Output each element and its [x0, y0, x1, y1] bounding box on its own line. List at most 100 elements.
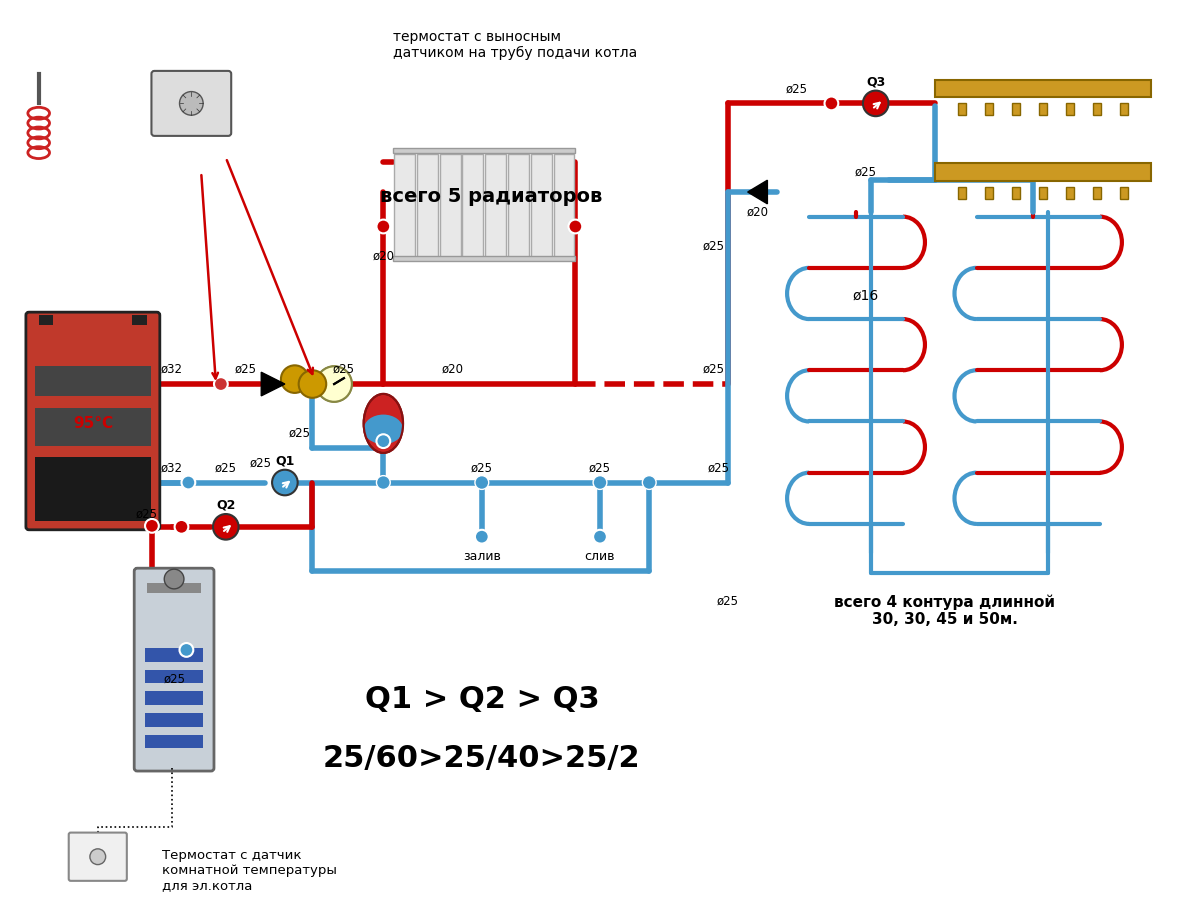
- Circle shape: [475, 475, 489, 490]
- Bar: [935, 80, 1151, 97]
- Text: Q1 > Q2 > Q3: Q1 > Q2 > Q3: [364, 685, 600, 714]
- Bar: [958, 104, 966, 115]
- Circle shape: [376, 435, 390, 448]
- Bar: [393, 148, 576, 153]
- Circle shape: [643, 475, 656, 490]
- Text: ø20: ø20: [441, 363, 463, 376]
- Text: ø32: ø32: [161, 363, 182, 376]
- Text: всего 4 контура длинной
30, 30, 45 и 50м.: всего 4 контура длинной 30, 30, 45 и 50м…: [835, 594, 1055, 627]
- Text: ø25: ø25: [471, 461, 493, 474]
- Text: ø25: ø25: [333, 363, 355, 376]
- Circle shape: [376, 220, 390, 233]
- Circle shape: [164, 569, 183, 589]
- Circle shape: [305, 374, 324, 394]
- Bar: [935, 164, 1151, 181]
- Circle shape: [825, 96, 838, 111]
- Text: 95°С: 95°С: [73, 416, 113, 431]
- Text: ø25: ø25: [855, 166, 876, 179]
- Bar: [1120, 187, 1128, 199]
- Bar: [463, 154, 483, 260]
- FancyBboxPatch shape: [26, 312, 159, 530]
- Text: ø25: ø25: [249, 456, 271, 469]
- Circle shape: [145, 519, 158, 533]
- Bar: [394, 154, 415, 260]
- Bar: [1066, 104, 1074, 115]
- Text: ø25: ø25: [589, 461, 611, 474]
- Bar: [1040, 104, 1047, 115]
- Bar: [554, 154, 574, 260]
- Bar: [1066, 187, 1074, 199]
- Text: ø16: ø16: [852, 288, 879, 302]
- Bar: [440, 154, 460, 260]
- Text: залив: залив: [463, 550, 501, 562]
- Text: ø25: ø25: [135, 508, 158, 520]
- Bar: [958, 187, 966, 199]
- Text: термостат с выносным
датчиком на трубу подачи котла: термостат с выносным датчиком на трубу п…: [393, 30, 638, 60]
- Bar: [1040, 187, 1047, 199]
- Ellipse shape: [363, 394, 403, 453]
- Text: ø20: ø20: [373, 249, 394, 263]
- Circle shape: [317, 366, 351, 401]
- Text: слив: слив: [585, 550, 615, 562]
- Bar: [1012, 187, 1020, 199]
- Text: ø25: ø25: [235, 363, 257, 376]
- Text: ø25: ø25: [289, 427, 311, 440]
- FancyBboxPatch shape: [68, 832, 127, 881]
- Bar: [1093, 104, 1101, 115]
- Bar: [393, 256, 576, 261]
- Text: Q2: Q2: [216, 499, 235, 512]
- FancyBboxPatch shape: [134, 568, 213, 771]
- Circle shape: [180, 92, 203, 115]
- Bar: [1120, 104, 1128, 115]
- Circle shape: [475, 530, 489, 544]
- Bar: [417, 154, 438, 260]
- FancyBboxPatch shape: [151, 71, 231, 136]
- Ellipse shape: [363, 415, 403, 444]
- Bar: [145, 670, 203, 683]
- Text: ø25: ø25: [717, 594, 739, 608]
- Bar: [132, 315, 147, 325]
- Text: Q3: Q3: [866, 76, 885, 88]
- Text: ø25: ø25: [215, 461, 236, 474]
- Bar: [145, 734, 203, 749]
- Bar: [35, 457, 151, 521]
- Polygon shape: [261, 373, 285, 396]
- Bar: [1093, 187, 1101, 199]
- Bar: [145, 691, 203, 705]
- Bar: [486, 154, 506, 260]
- Circle shape: [272, 470, 297, 495]
- Circle shape: [594, 475, 607, 490]
- Text: Q1: Q1: [276, 454, 295, 467]
- Circle shape: [175, 520, 188, 534]
- Text: 25/60>25/40>25/2: 25/60>25/40>25/2: [323, 743, 640, 773]
- Text: всего 5 радиаторов: всего 5 радиаторов: [380, 187, 603, 206]
- Text: ø25: ø25: [703, 239, 724, 253]
- Circle shape: [863, 91, 888, 116]
- Text: ø20: ø20: [747, 205, 769, 218]
- Circle shape: [299, 370, 326, 398]
- Circle shape: [181, 475, 195, 490]
- Bar: [35, 409, 151, 446]
- Bar: [145, 713, 203, 726]
- Bar: [147, 583, 201, 593]
- Bar: [1012, 104, 1020, 115]
- Circle shape: [317, 366, 351, 401]
- Circle shape: [281, 365, 308, 393]
- Polygon shape: [748, 180, 767, 203]
- Bar: [986, 104, 993, 115]
- Text: Термостат с датчик
комнатной температуры
для эл.котла: Термостат с датчик комнатной температуры…: [162, 849, 337, 892]
- Text: ø25: ø25: [703, 363, 724, 376]
- Text: ø32: ø32: [161, 461, 182, 474]
- Bar: [38, 315, 54, 325]
- Circle shape: [376, 475, 390, 490]
- Circle shape: [213, 514, 239, 540]
- Bar: [986, 187, 993, 199]
- Circle shape: [213, 377, 228, 391]
- Bar: [531, 154, 552, 260]
- Bar: [508, 154, 529, 260]
- Text: ø25: ø25: [707, 461, 729, 474]
- Circle shape: [594, 530, 607, 544]
- Text: ø25: ø25: [785, 82, 808, 95]
- Bar: [35, 366, 151, 396]
- Circle shape: [90, 849, 106, 865]
